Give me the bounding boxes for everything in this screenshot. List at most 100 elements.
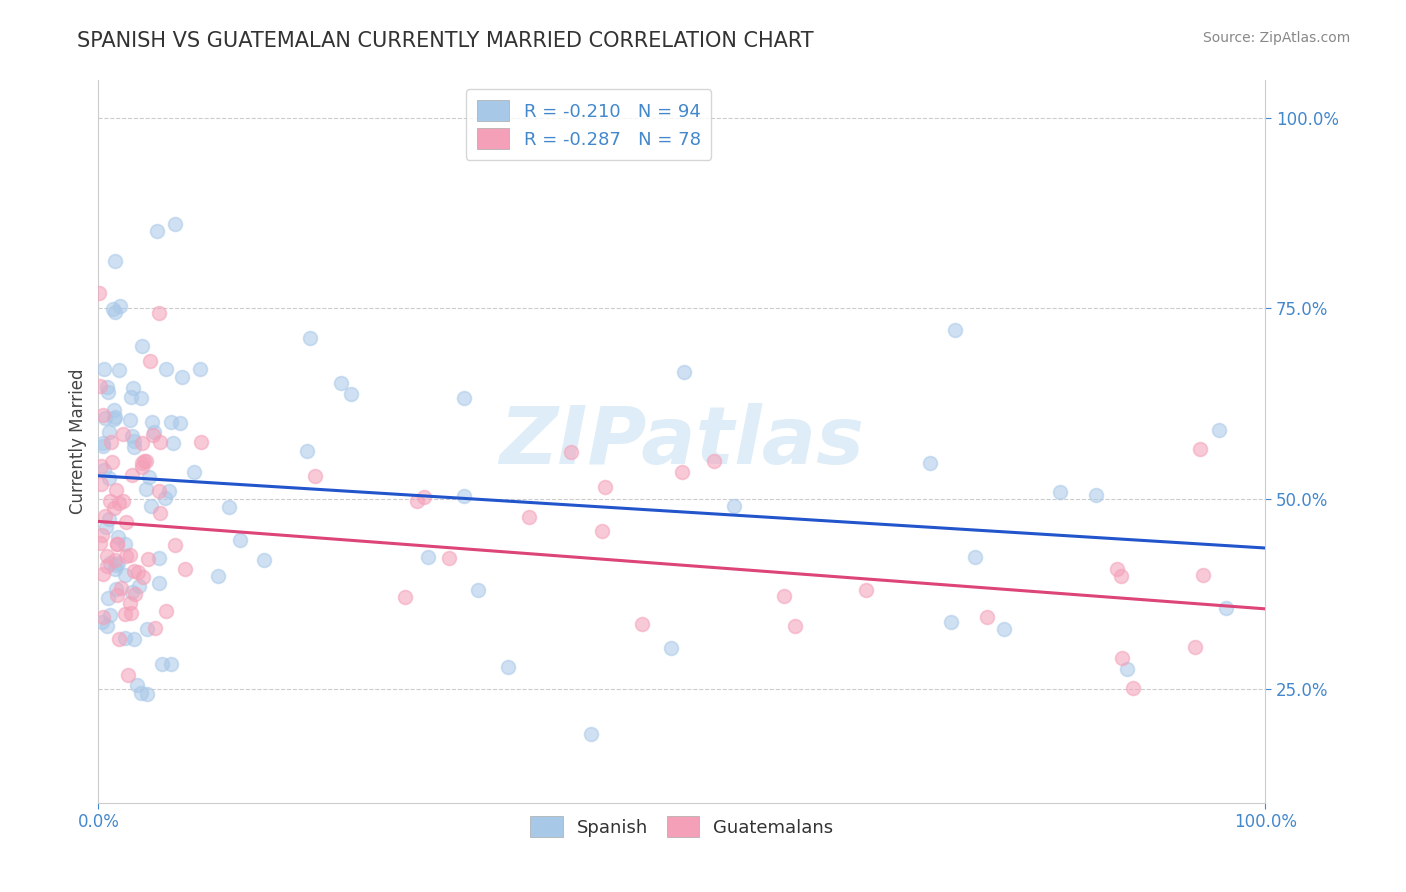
Point	[104, 305, 127, 319]
Point	[124, 434, 146, 448]
Point	[631, 617, 654, 632]
Point	[100, 454, 122, 468]
Point	[406, 494, 429, 508]
Point	[93, 463, 115, 477]
Point	[218, 500, 240, 514]
Point	[163, 538, 186, 552]
Point	[105, 536, 128, 550]
Point	[148, 550, 170, 565]
Point	[773, 589, 796, 603]
Point	[111, 426, 134, 441]
Point	[89, 536, 111, 550]
Point	[165, 217, 187, 231]
Point	[114, 607, 136, 622]
Point	[94, 508, 117, 523]
Point	[329, 376, 352, 390]
Point	[120, 390, 142, 404]
Point	[139, 353, 162, 368]
Point	[150, 657, 173, 671]
Point	[453, 490, 475, 504]
Point	[105, 582, 128, 596]
Point	[121, 429, 143, 443]
Point	[229, 533, 252, 548]
Point	[131, 339, 153, 353]
Point	[114, 537, 136, 551]
Point	[299, 331, 322, 345]
Point	[124, 632, 146, 647]
Point	[96, 520, 118, 534]
Point	[1215, 600, 1237, 615]
Point	[110, 582, 132, 596]
Point	[131, 686, 153, 700]
Legend: Spanish, Guatemalans: Spanish, Guatemalans	[523, 809, 841, 845]
Point	[1084, 488, 1107, 502]
Point	[155, 491, 177, 505]
Point	[89, 285, 111, 300]
Point	[125, 678, 148, 692]
Point	[91, 528, 114, 542]
Point	[148, 576, 170, 591]
Point	[148, 484, 170, 499]
Point	[90, 476, 112, 491]
Point	[103, 403, 125, 417]
Point	[118, 548, 141, 562]
Point	[97, 512, 120, 526]
Point	[467, 583, 489, 598]
Point	[129, 391, 152, 405]
Point	[98, 556, 121, 570]
Point	[703, 454, 725, 468]
Point	[107, 588, 129, 602]
Point	[96, 619, 118, 633]
Point	[1111, 651, 1133, 665]
Point	[114, 567, 136, 582]
Point	[148, 435, 170, 450]
Point	[1208, 423, 1230, 437]
Point	[107, 530, 129, 544]
Point	[135, 687, 157, 701]
Point	[207, 569, 229, 583]
Point	[114, 549, 136, 564]
Point	[170, 370, 193, 384]
Point	[855, 582, 877, 597]
Point	[394, 590, 416, 604]
Point	[173, 562, 195, 576]
Point	[121, 467, 143, 482]
Point	[593, 480, 616, 494]
Point	[104, 558, 127, 572]
Point	[103, 500, 125, 515]
Point	[304, 469, 326, 483]
Point	[1109, 568, 1132, 582]
Point	[104, 553, 127, 567]
Point	[104, 253, 127, 268]
Point	[98, 608, 121, 623]
Point	[105, 537, 128, 551]
Point	[1188, 442, 1211, 456]
Point	[155, 605, 177, 619]
Point	[121, 585, 143, 599]
Point	[976, 609, 998, 624]
Point	[101, 301, 124, 316]
Point	[941, 615, 963, 629]
Point	[190, 434, 212, 449]
Point	[143, 425, 166, 439]
Point	[418, 550, 440, 565]
Point	[89, 379, 111, 393]
Point	[91, 610, 114, 624]
Point	[97, 385, 120, 400]
Point	[97, 591, 120, 605]
Point	[122, 381, 145, 395]
Point	[117, 667, 139, 681]
Point	[437, 550, 460, 565]
Point	[783, 618, 806, 632]
Point	[920, 457, 942, 471]
Point	[162, 435, 184, 450]
Point	[134, 454, 156, 468]
Point	[560, 444, 582, 458]
Point	[96, 379, 118, 393]
Point	[131, 460, 153, 475]
Point	[963, 549, 986, 564]
Point	[91, 435, 114, 450]
Point	[149, 506, 172, 520]
Point	[122, 440, 145, 454]
Point	[591, 524, 613, 539]
